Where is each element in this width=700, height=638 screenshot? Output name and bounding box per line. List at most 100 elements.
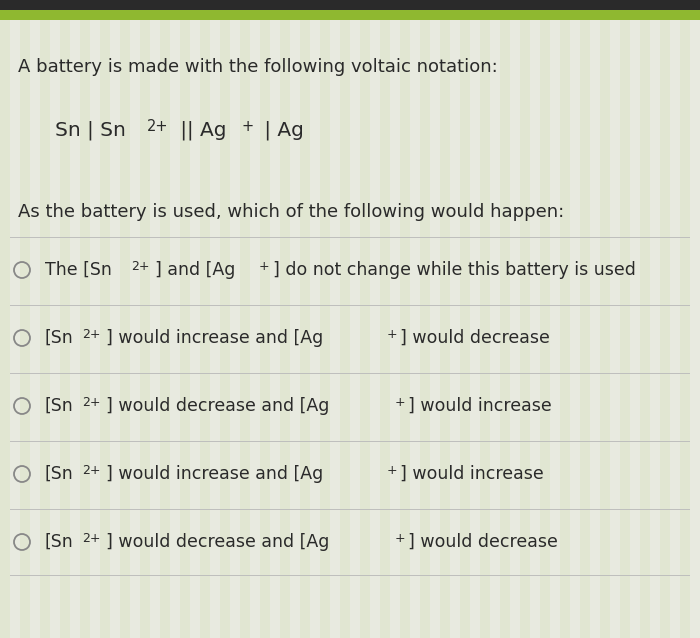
- Bar: [490, 0, 500, 638]
- Bar: [320, 0, 330, 638]
- Text: 2+: 2+: [82, 463, 101, 477]
- Bar: [580, 0, 590, 638]
- Bar: [50, 0, 60, 638]
- Bar: [220, 0, 230, 638]
- Bar: [150, 0, 160, 638]
- Bar: [140, 0, 150, 638]
- Bar: [190, 0, 200, 638]
- Bar: [20, 0, 30, 638]
- Bar: [10, 237, 690, 238]
- Bar: [350, 0, 360, 638]
- Text: [Sn: [Sn: [45, 397, 74, 415]
- Text: ] would increase and [Ag: ] would increase and [Ag: [106, 465, 323, 483]
- Text: +: +: [394, 396, 405, 408]
- Bar: [250, 0, 260, 638]
- Bar: [670, 0, 680, 638]
- Bar: [10, 373, 690, 374]
- Text: 2+: 2+: [146, 119, 168, 134]
- Bar: [450, 0, 460, 638]
- Bar: [480, 0, 490, 638]
- Text: 2+: 2+: [82, 531, 101, 544]
- Bar: [70, 0, 80, 638]
- Bar: [680, 0, 690, 638]
- Text: The [Sn: The [Sn: [45, 261, 112, 279]
- Bar: [660, 0, 670, 638]
- Bar: [390, 0, 400, 638]
- Bar: [470, 0, 480, 638]
- Bar: [0, 0, 10, 638]
- Text: ] would decrease and [Ag: ] would decrease and [Ag: [106, 397, 329, 415]
- Bar: [560, 0, 570, 638]
- Text: +: +: [259, 260, 270, 272]
- Bar: [280, 0, 290, 638]
- Bar: [610, 0, 620, 638]
- Bar: [540, 0, 550, 638]
- Bar: [210, 0, 220, 638]
- Bar: [290, 0, 300, 638]
- Text: 2+: 2+: [82, 396, 101, 408]
- Bar: [400, 0, 410, 638]
- Bar: [80, 0, 90, 638]
- Text: ] would increase: ] would increase: [408, 397, 552, 415]
- Bar: [440, 0, 450, 638]
- Text: | Ag: | Ag: [258, 121, 304, 140]
- Bar: [270, 0, 280, 638]
- Bar: [510, 0, 520, 638]
- Bar: [330, 0, 340, 638]
- Text: || Ag: || Ag: [174, 121, 227, 140]
- Bar: [10, 305, 690, 306]
- Bar: [690, 0, 700, 638]
- Bar: [370, 0, 380, 638]
- Text: Sn | Sn: Sn | Sn: [55, 121, 126, 140]
- Text: ] would decrease: ] would decrease: [400, 329, 550, 347]
- Bar: [40, 0, 50, 638]
- Bar: [590, 0, 600, 638]
- Bar: [230, 0, 240, 638]
- Bar: [170, 0, 180, 638]
- Bar: [550, 0, 560, 638]
- Bar: [0, 10, 700, 20]
- Text: A battery is made with the following voltaic notation:: A battery is made with the following vol…: [18, 58, 498, 76]
- Bar: [530, 0, 540, 638]
- Text: +: +: [386, 327, 397, 341]
- Bar: [60, 0, 70, 638]
- Bar: [410, 0, 420, 638]
- Bar: [30, 0, 40, 638]
- Bar: [570, 0, 580, 638]
- Bar: [300, 0, 310, 638]
- Bar: [640, 0, 650, 638]
- Bar: [130, 0, 140, 638]
- Bar: [0, 0, 700, 10]
- Bar: [650, 0, 660, 638]
- Text: ] and [Ag: ] and [Ag: [155, 261, 235, 279]
- Bar: [10, 509, 690, 510]
- Bar: [500, 0, 510, 638]
- Text: [Sn: [Sn: [45, 329, 74, 347]
- Bar: [160, 0, 170, 638]
- Text: +: +: [394, 531, 405, 544]
- Bar: [420, 0, 430, 638]
- Bar: [340, 0, 350, 638]
- Text: 2+: 2+: [132, 260, 150, 272]
- Bar: [430, 0, 440, 638]
- Bar: [200, 0, 210, 638]
- Bar: [10, 575, 690, 576]
- Bar: [620, 0, 630, 638]
- Bar: [120, 0, 130, 638]
- Bar: [180, 0, 190, 638]
- Text: +: +: [242, 119, 254, 134]
- Text: ] would decrease: ] would decrease: [408, 533, 558, 551]
- Bar: [90, 0, 100, 638]
- Text: [Sn: [Sn: [45, 533, 74, 551]
- Bar: [310, 0, 320, 638]
- Bar: [260, 0, 270, 638]
- Bar: [520, 0, 530, 638]
- Bar: [100, 0, 110, 638]
- Text: 2+: 2+: [82, 327, 101, 341]
- Bar: [10, 441, 690, 442]
- Text: As the battery is used, which of the following would happen:: As the battery is used, which of the fol…: [18, 203, 564, 221]
- Text: +: +: [386, 463, 397, 477]
- Text: ] would decrease and [Ag: ] would decrease and [Ag: [106, 533, 329, 551]
- Text: ] would increase: ] would increase: [400, 465, 544, 483]
- Text: [Sn: [Sn: [45, 465, 74, 483]
